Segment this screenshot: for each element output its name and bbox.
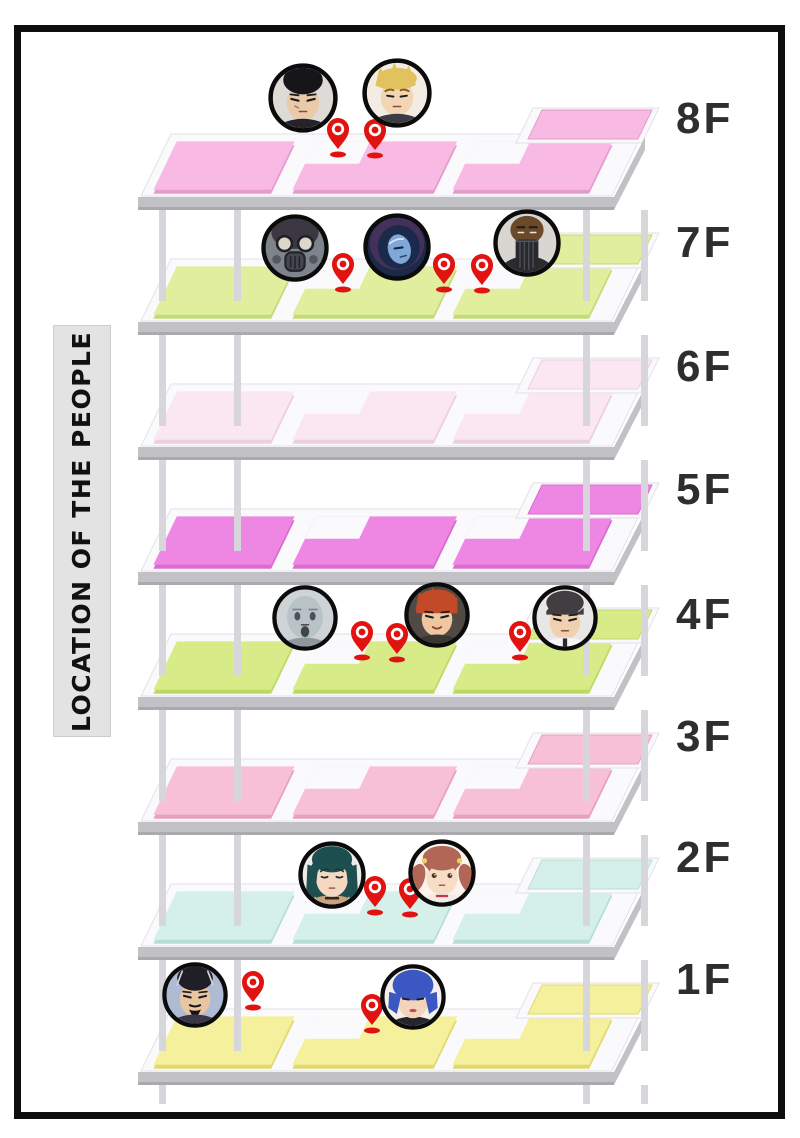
shelf-post [159, 335, 166, 426]
shelf-post [583, 710, 590, 801]
avatar-pale-gaunt-man [271, 584, 339, 652]
avatar-dark-masked-man [492, 208, 562, 278]
shelf-post [583, 835, 590, 926]
floor-structure-5f [138, 482, 660, 585]
shelf-post [234, 210, 241, 301]
shelf-post [234, 960, 241, 1051]
location-pin-4f [348, 619, 376, 661]
avatar-blue-faced-hooded-figure [362, 212, 432, 282]
avatar-blonde-man [361, 57, 433, 129]
floor-label-7f: 7F [676, 218, 734, 267]
location-pin-4f [506, 619, 534, 661]
floor-label-1f: 1F [676, 955, 734, 1004]
shelf-post [234, 335, 241, 426]
floor-label-4f: 4F [676, 590, 734, 639]
shelf-post [159, 710, 166, 801]
shelf-post [159, 960, 166, 1051]
avatar-blue-haired-woman [379, 963, 447, 1031]
floor-structure-6f [138, 357, 660, 460]
avatar-goateed-man-in-suit [161, 961, 229, 1029]
shelf-leg [641, 1085, 648, 1104]
location-pin-2f [361, 874, 389, 916]
shelf-post [641, 210, 648, 301]
shelf-post [159, 835, 166, 926]
avatar-teal-haired-woman [297, 840, 367, 910]
shelf-post [641, 710, 648, 801]
shelf-post [234, 710, 241, 801]
shelf-leg [159, 1085, 166, 1104]
shelf-post [583, 210, 590, 301]
location-pin-1f [358, 992, 386, 1034]
shelf-post [583, 960, 590, 1051]
floor-label-6f: 6F [676, 342, 734, 391]
avatar-dark-haired-scarred-man [267, 62, 339, 134]
shelf-posts [159, 210, 648, 1104]
avatar-red-haired-man [403, 581, 471, 649]
location-pin-7f [329, 251, 357, 293]
shelf-leg [583, 1085, 590, 1104]
shelf-post [159, 585, 166, 676]
shelf-post [641, 960, 648, 1051]
floor-structure-4f [138, 607, 660, 710]
shelf-post [641, 460, 648, 551]
location-pin-1f [239, 969, 267, 1011]
avatar-twin-tail-girl [407, 838, 477, 908]
shelf-post [641, 835, 648, 926]
location-pin-8f [324, 116, 352, 158]
floor-label-2f: 2F [676, 833, 734, 882]
shelf-post [234, 460, 241, 551]
title-box: LOCATION OF THE PEOPLE [53, 325, 111, 737]
floor-structure-1f [138, 982, 660, 1085]
avatar-gas-mask-figure [260, 213, 330, 283]
location-pin-8f [361, 117, 389, 159]
page-title: LOCATION OF THE PEOPLE [67, 330, 97, 732]
floor-label-5f: 5F [676, 465, 734, 514]
shelf-post [641, 335, 648, 426]
floor-label-8f: 8F [676, 94, 734, 143]
location-pin-7f [430, 251, 458, 293]
floor-structure-3f [138, 732, 660, 835]
shelf-post [583, 335, 590, 426]
location-pin-7f [468, 252, 496, 294]
shelf-post [641, 585, 648, 676]
location-pin-4f [383, 621, 411, 663]
avatar-stern-dark-haired-man [531, 584, 599, 652]
shelf-post [234, 835, 241, 926]
shelf-post [234, 585, 241, 676]
shelf-post [159, 460, 166, 551]
shelf-post [583, 460, 590, 551]
shelf-post [159, 210, 166, 301]
floor-label-3f: 3F [676, 712, 734, 761]
